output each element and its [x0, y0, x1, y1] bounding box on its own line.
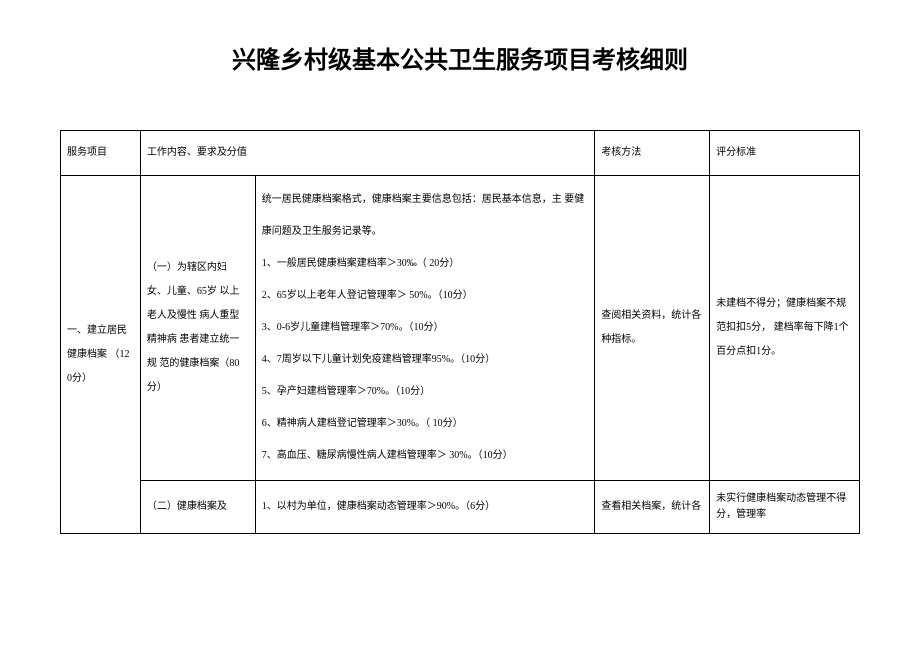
subitem-cell: （一）为辖区内妇 女、儿童、65岁 以上 老人及慢性 病人重型 精神病 患者建立… — [140, 176, 255, 481]
content-cell: 统一居民健康档案格式，健康档案主要信息包括：居民基本信息，主 要健康问题及卫生服… — [255, 176, 595, 481]
subitem-cell: （二）健康档案及 — [140, 481, 255, 534]
header-method: 考核方法 — [595, 131, 710, 176]
method-cell: 查看相关档案，统计各 — [595, 481, 710, 534]
content-cell: 1、以村为单位，健康档案动态管理率＞90%。（6分） — [255, 481, 595, 534]
standard-cell: 未建档不得分；健康档案不规范扣扣5分， 建档率每下降1个百分点扣1分。 — [710, 176, 860, 481]
table-row: （二）健康档案及 1、以村为单位，健康档案动态管理率＞90%。（6分） 查看相关… — [61, 481, 860, 534]
standard-cell: 未实行健康档案动态管理不得分，管理率 — [710, 481, 860, 534]
header-content: 工作内容、要求及分值 — [140, 131, 594, 176]
header-project: 服务项目 — [61, 131, 141, 176]
assessment-table: 服务项目 工作内容、要求及分值 考核方法 评分标准 一、建立居民 健康档案 （1… — [60, 130, 860, 534]
method-cell: 查阅相关资料，统计各 种指标。 — [595, 176, 710, 481]
page-title: 兴隆乡村级基本公共卫生服务项目考核细则 — [60, 40, 860, 75]
table-row: 一、建立居民 健康档案 （12 0分） （一）为辖区内妇 女、儿童、65岁 以上… — [61, 176, 860, 481]
project-cell: 一、建立居民 健康档案 （12 0分） — [61, 176, 141, 534]
table-header-row: 服务项目 工作内容、要求及分值 考核方法 评分标准 — [61, 131, 860, 176]
header-standard: 评分标准 — [710, 131, 860, 176]
